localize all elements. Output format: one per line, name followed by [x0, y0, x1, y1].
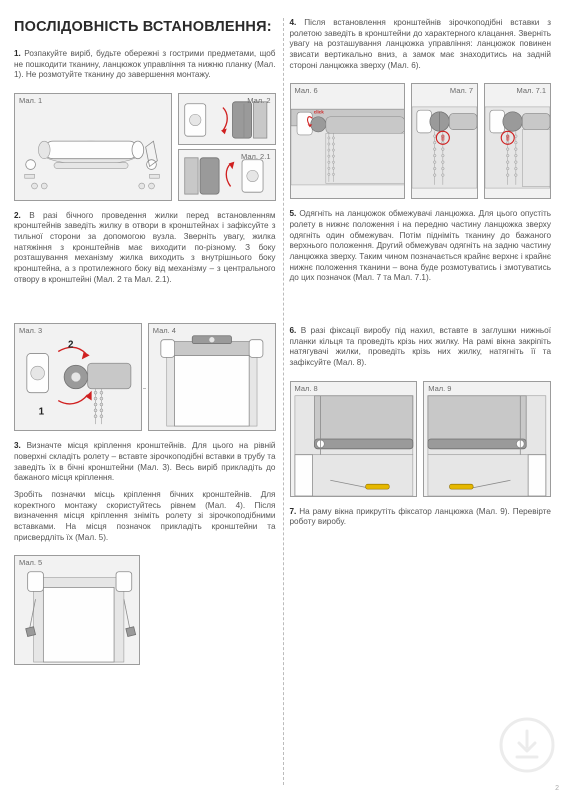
figure-1: Мал. 1 — [14, 93, 172, 201]
figure-2: Мал. 2 — [178, 93, 276, 145]
figure-7-1-label: Мал. 7.1 — [517, 86, 546, 96]
figure-9-label: Мал. 9 — [428, 384, 451, 394]
left-column: ПОСЛІДОВНІСТЬ ВСТАНОВЛЕННЯ: 1. Розпакуйт… — [14, 18, 276, 785]
watermark-icon — [499, 717, 555, 773]
step-3a-text: 3. Визначте місця кріплення кронштейнів.… — [14, 441, 276, 484]
vertical-divider — [283, 18, 284, 785]
figure-1-label: Мал. 1 — [19, 96, 42, 106]
figure-8-label: Мал. 8 — [295, 384, 318, 394]
figure-7: Мал. 7 — [411, 83, 478, 199]
figure-6: Мал. 6 click — [290, 83, 406, 199]
step-1-text: 1. Розпакуйте виріб, будьте обережні з г… — [14, 49, 276, 81]
figure-9: Мал. 9 — [423, 381, 551, 497]
figure-8: Мал. 8 — [290, 381, 418, 497]
step-6-text: 6. В разі фіксації виробу під нахил, вст… — [290, 326, 552, 369]
figure-7-1: Мал. 7.1 — [484, 83, 551, 199]
figure-3: Мал. 3 2 1 — [14, 323, 142, 431]
figure-2-1: Мал. 2.1 — [178, 149, 276, 201]
figure-7-label: Мал. 7 — [450, 86, 473, 96]
click-label: click — [313, 110, 324, 115]
step-3b-text: Зробіть позначки місць кріплення бічних … — [14, 490, 276, 543]
figure-5-label: Мал. 5 — [19, 558, 42, 568]
step-7-text: 7. На раму вікна прикрутіть фіксатор лан… — [290, 507, 552, 528]
fig3-num-2: 2 — [68, 340, 74, 351]
fig3-num-1: 1 — [39, 407, 45, 418]
figure-4: Мал. 4 — [148, 323, 276, 431]
figure-2-label: Мал. 2 — [247, 96, 270, 106]
step-4-text: 4. Після встановлення кронштейнів зірочк… — [290, 18, 552, 71]
step-5-text: 5. Одягніть на ланцюжок обмежувачі ланцю… — [290, 209, 552, 284]
page-title: ПОСЛІДОВНІСТЬ ВСТАНОВЛЕННЯ: — [14, 18, 276, 37]
figure-6-label: Мал. 6 — [295, 86, 318, 96]
step-2-text: 2. В разі бічного проведення жилки перед… — [14, 211, 276, 286]
figure-5: Мал. 5 — [14, 555, 140, 665]
page-number: 2 — [555, 784, 559, 793]
figure-2-1-label: Мал. 2.1 — [241, 152, 270, 162]
figure-3-label: Мал. 3 — [19, 326, 42, 336]
figure-4-label: Мал. 4 — [153, 326, 176, 336]
right-column: 4. Після встановлення кронштейнів зірочк… — [290, 18, 552, 785]
